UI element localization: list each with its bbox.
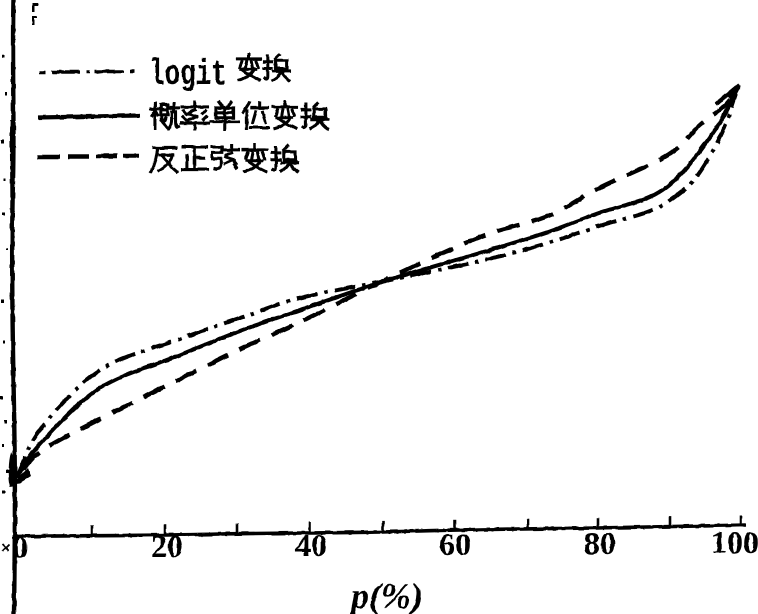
svg-text:20: 20: [151, 528, 183, 564]
svg-text:40: 40: [295, 527, 327, 563]
svg-text:100: 100: [711, 524, 758, 560]
svg-text:p(%): p(%): [348, 576, 423, 614]
svg-text:logit: logit: [149, 54, 227, 95]
svg-text:60: 60: [439, 526, 471, 562]
svg-text:0: 0: [12, 529, 28, 565]
svg-text:80: 80: [584, 525, 616, 561]
